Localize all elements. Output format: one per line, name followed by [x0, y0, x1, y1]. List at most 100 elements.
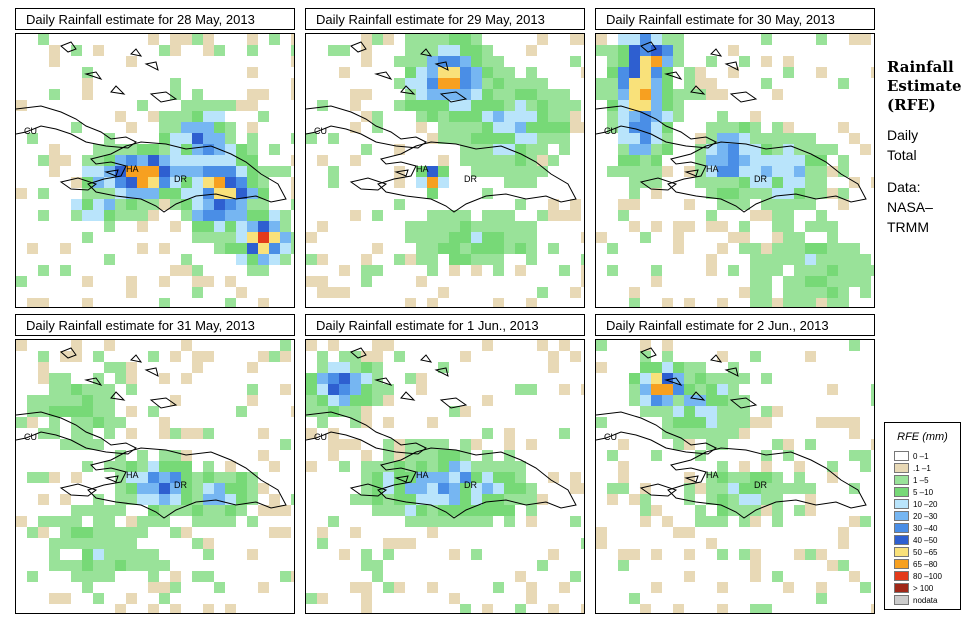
country-label: CU	[24, 126, 37, 136]
panel-title: Daily Rainfall estimate for 30 May, 2013	[595, 8, 875, 30]
legend-label: 50 –65	[913, 548, 938, 557]
legend-label: > 100	[913, 584, 934, 593]
side-caption: Rainfall Estimate (RFE) Daily Total Data:…	[887, 58, 971, 237]
country-label: DR	[174, 480, 187, 490]
rainfall-grid: CU HA DR	[596, 34, 874, 307]
legend-item: nodata	[894, 595, 937, 606]
legend-item: 65 –80	[894, 559, 937, 570]
legend-item: 20 –30	[894, 511, 937, 522]
rainfall-cells	[16, 340, 294, 613]
country-label: DR	[464, 480, 477, 490]
legend-item: > 100	[894, 583, 933, 594]
legend-item: 1 –5	[894, 475, 929, 486]
caption-daily: Daily Total	[887, 127, 919, 163]
country-label: HA	[706, 470, 719, 480]
legend: RFE (mm) 0 –1 .1 –1 1 –5 5 –10 10 –20 20 –30 3…	[884, 422, 961, 610]
rainfall-map: CU HA DR	[15, 33, 295, 308]
legend-swatch	[894, 451, 909, 461]
rainfall-map: CU HA DR	[305, 33, 585, 308]
legend-item: 80 –100	[894, 571, 942, 582]
country-label: CU	[604, 126, 617, 136]
rainfall-grid: CU HA DR	[16, 34, 294, 307]
country-label: CU	[314, 126, 327, 136]
legend-swatch	[894, 535, 909, 545]
legend-label: 80 –100	[913, 572, 942, 581]
rainfall-map: CU HA DR	[595, 33, 875, 308]
country-label: DR	[754, 480, 767, 490]
caption-heading: (RFE)	[887, 96, 936, 114]
legend-label: 65 –80	[913, 560, 938, 569]
caption-heading: Rainfall	[887, 58, 954, 76]
legend-item: .1 –1	[894, 463, 931, 474]
rainfall-grid: CU HA DR	[596, 340, 874, 613]
rainfall-cells	[596, 340, 874, 613]
panel-title: Daily Rainfall estimate for 28 May, 2013	[15, 8, 295, 30]
legend-swatch	[894, 499, 909, 509]
coastline-outline	[16, 41, 287, 213]
country-label: HA	[706, 164, 719, 174]
legend-swatch	[894, 475, 909, 485]
rainfall-map: CU HA DR	[305, 339, 585, 614]
rainfall-cells	[596, 34, 874, 307]
legend-label: .1 –1	[913, 464, 931, 473]
legend-swatch	[894, 583, 909, 593]
country-label: CU	[314, 432, 327, 442]
legend-item: 40 –50	[894, 535, 937, 546]
country-label: HA	[126, 470, 139, 480]
legend-label: 10 –20	[913, 500, 938, 509]
legend-swatch	[894, 487, 909, 497]
caption-heading: Estimate	[887, 77, 962, 95]
map-panel-30-may: Daily Rainfall estimate for 30 May, 2013…	[595, 8, 875, 308]
map-panel-31-may: Daily Rainfall estimate for 31 May, 2013…	[15, 314, 295, 614]
legend-label: 5 –10	[913, 488, 934, 497]
rainfall-map: CU HA DR	[595, 339, 875, 614]
panel-title: Daily Rainfall estimate for 31 May, 2013	[15, 314, 295, 336]
coastline-outline	[596, 347, 867, 519]
rainfall-cells	[306, 340, 584, 613]
legend-swatch	[894, 571, 909, 581]
legend-item: 5 –10	[894, 487, 933, 498]
country-label: DR	[464, 174, 477, 184]
legend-swatch	[894, 595, 909, 605]
panel-title: Daily Rainfall estimate for 2 Jun., 2013	[595, 314, 875, 336]
legend-swatch	[894, 463, 909, 473]
legend-item: 10 –20	[894, 499, 937, 510]
legend-swatch	[894, 547, 909, 557]
panel-title: Daily Rainfall estimate for 29 May, 2013	[305, 8, 585, 30]
legend-label: 0 –1	[913, 452, 929, 461]
map-panel-1-jun: Daily Rainfall estimate for 1 Jun., 2013…	[305, 314, 585, 614]
legend-item: 50 –65	[894, 547, 937, 558]
country-label: HA	[126, 164, 139, 174]
caption-data-source: Data: NASA– TRMM	[887, 179, 933, 235]
map-panel-28-may: Daily Rainfall estimate for 28 May, 2013…	[15, 8, 295, 308]
rainfall-grid: CU HA DR	[306, 34, 584, 307]
country-label: DR	[754, 174, 767, 184]
country-label: DR	[174, 174, 187, 184]
coastline-outline	[596, 41, 867, 213]
legend-swatch	[894, 559, 909, 569]
legend-label: 1 –5	[913, 476, 929, 485]
legend-item: 30 –40	[894, 523, 937, 534]
legend-title: RFE (mm)	[897, 431, 948, 443]
legend-label: 40 –50	[913, 536, 938, 545]
rainfall-grid: CU HA DR	[16, 340, 294, 613]
legend-swatch	[894, 523, 909, 533]
legend-label: nodata	[913, 596, 938, 605]
country-label: HA	[416, 470, 429, 480]
map-panel-29-may: Daily Rainfall estimate for 29 May, 2013…	[305, 8, 585, 308]
panel-title: Daily Rainfall estimate for 1 Jun., 2013	[305, 314, 585, 336]
country-label: CU	[604, 432, 617, 442]
legend-label: 30 –40	[913, 524, 938, 533]
country-label: HA	[416, 164, 429, 174]
coastline-outline	[306, 347, 577, 519]
legend-item: 0 –1	[894, 451, 929, 462]
map-panel-2-jun: Daily Rainfall estimate for 2 Jun., 2013…	[595, 314, 875, 614]
rainfall-cells	[16, 34, 294, 307]
legend-label: 20 –30	[913, 512, 938, 521]
rainfall-cells	[306, 34, 584, 307]
coastline-outline	[16, 347, 287, 519]
country-label: CU	[24, 432, 37, 442]
rainfall-grid: CU HA DR	[306, 340, 584, 613]
legend-swatch	[894, 511, 909, 521]
coastline-outline	[306, 41, 577, 213]
